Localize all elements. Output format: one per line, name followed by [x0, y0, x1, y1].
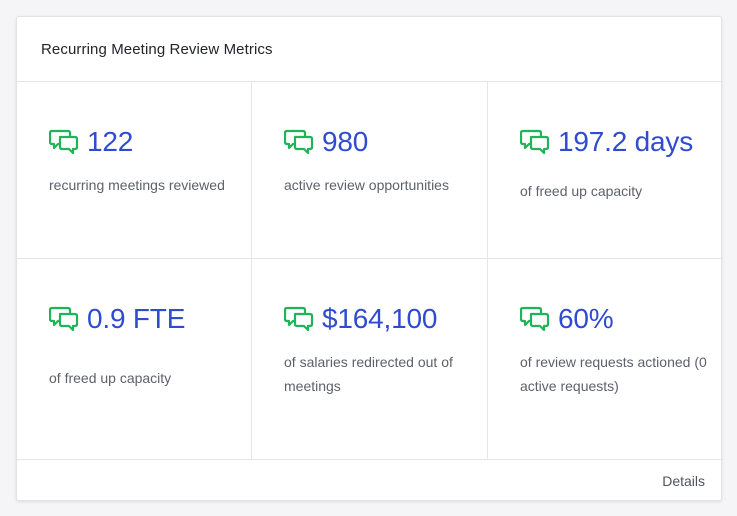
chat-bubbles-icon — [49, 128, 79, 156]
metric-cell-requests-actioned: 60% of review requests actioned (0 activ… — [488, 259, 723, 460]
metric-description: of freed up capacity — [49, 370, 172, 386]
metric-cell-meetings-reviewed: 122 recurring meetings reviewed — [17, 82, 252, 259]
metric-cell-freed-fte: 0.9 FTE of freed up capacity — [17, 259, 252, 460]
metric-value: $164,100 — [322, 303, 438, 334]
metric-value: 60% — [558, 303, 614, 334]
card-title: Recurring Meeting Review Metrics — [41, 40, 273, 58]
metric-description: active review opportunities — [284, 177, 449, 193]
chat-bubbles-icon — [284, 128, 314, 156]
chat-bubbles-icon — [284, 305, 314, 333]
metric-value: 197.2 days — [558, 126, 693, 157]
card-header: Recurring Meeting Review Metrics — [17, 17, 721, 82]
chat-bubbles-icon — [520, 128, 550, 156]
metric-description: of salaries redirected out of meetings — [284, 354, 453, 394]
metric-cell-freed-days: 197.2 days of freed up capacity — [488, 82, 723, 259]
metrics-card: Recurring Meeting Review Metrics 122 rec… — [16, 16, 723, 501]
chat-bubbles-icon — [520, 305, 550, 333]
metric-cell-review-opportunities: 980 active review opportunities — [252, 82, 488, 259]
metrics-grid: 122 recurring meetings reviewed 980 acti… — [17, 82, 723, 460]
details-link[interactable]: Details — [662, 472, 705, 489]
metric-value: 122 — [87, 126, 134, 157]
metric-value: 980 — [322, 126, 369, 157]
chat-bubbles-icon — [49, 305, 79, 333]
metric-description: of review requests actioned (0 active re… — [520, 354, 707, 394]
metric-description: recurring meetings reviewed — [49, 177, 225, 193]
metric-cell-salaries-redirected: $164,100 of salaries redirected out of m… — [252, 259, 488, 460]
card-footer: Details — [17, 460, 721, 501]
metric-description: of freed up capacity — [520, 183, 643, 199]
metric-value: 0.9 FTE — [87, 303, 186, 334]
